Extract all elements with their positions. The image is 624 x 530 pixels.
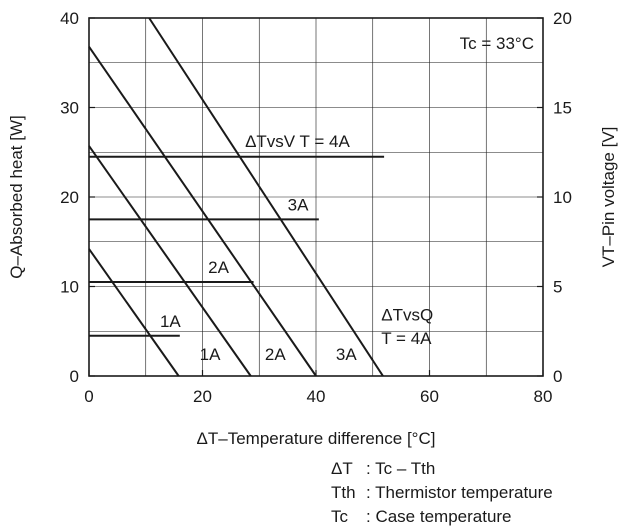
q-line-2a bbox=[88, 145, 252, 377]
series-layer bbox=[88, 17, 385, 377]
left-y-tick-label: 40 bbox=[60, 9, 79, 28]
x-axis-title: ΔT–Temperature difference [°C] bbox=[197, 429, 436, 448]
q-line-1a bbox=[88, 248, 180, 377]
right-y-tick-label: 10 bbox=[553, 188, 572, 207]
right-y-tick-label: 15 bbox=[553, 99, 572, 118]
left-y-tick-label: 30 bbox=[60, 99, 79, 118]
right-y-tick-label: 20 bbox=[553, 9, 572, 28]
series-annotation: 2A bbox=[208, 258, 229, 277]
q-line-3a bbox=[88, 46, 317, 377]
series-annotation: 1A bbox=[160, 312, 181, 331]
right-y-axis-title: VT–Pin voltage [V] bbox=[599, 127, 618, 268]
left-y-tick-label: 10 bbox=[60, 278, 79, 297]
series-annotation: T = 4A bbox=[381, 329, 432, 348]
right-y-tick-label: 5 bbox=[553, 278, 562, 297]
note-term: ΔT bbox=[331, 459, 353, 478]
annotation-layer: ΔTvsV T = 4A 3A 2A 1A ΔTvsQ T = 4A 1A 2A 3A bbox=[160, 132, 433, 364]
condition-label: Tc = 33°C bbox=[460, 34, 534, 53]
series-annotation: 1A bbox=[200, 345, 221, 364]
x-tick-label: 80 bbox=[534, 387, 553, 406]
left-y-axis-title: Q–Absorbed heat [W] bbox=[7, 115, 26, 278]
x-tick-label: 0 bbox=[84, 387, 93, 406]
series-annotation: 3A bbox=[336, 345, 357, 364]
x-tick-label: 20 bbox=[193, 387, 212, 406]
note-term: Tc bbox=[331, 507, 349, 526]
note-description: : Case temperature bbox=[366, 507, 512, 526]
left-y-tick-label: 0 bbox=[70, 367, 79, 386]
series-annotation: 2A bbox=[265, 345, 286, 364]
x-tick-label: 40 bbox=[307, 387, 326, 406]
grid-layer bbox=[89, 18, 543, 376]
left-y-tick-label: 20 bbox=[60, 188, 79, 207]
note-description: : Tc – Tth bbox=[366, 459, 435, 478]
q-line-4a bbox=[148, 17, 384, 377]
notes-layer: ΔT : Tc – Tth Tth : Thermistor temperature T… bbox=[331, 459, 553, 526]
series-annotation: ΔTvsQ bbox=[381, 306, 433, 325]
series-annotation: ΔTvsV T = 4A bbox=[245, 132, 350, 151]
right-y-tick-label: 0 bbox=[553, 367, 562, 386]
note-term: Tth bbox=[331, 483, 356, 502]
series-annotation: 3A bbox=[288, 195, 309, 214]
note-description: : Thermistor temperature bbox=[366, 483, 553, 502]
x-tick-label: 60 bbox=[420, 387, 439, 406]
